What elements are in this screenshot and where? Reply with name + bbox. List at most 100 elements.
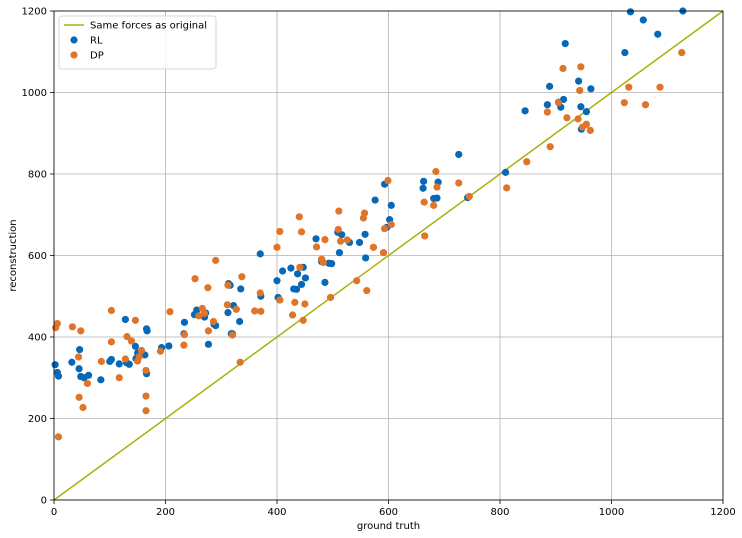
data-point-rl xyxy=(455,150,463,159)
data-point-dp xyxy=(115,374,123,382)
data-point-dp xyxy=(77,327,85,335)
data-point-dp xyxy=(224,281,232,289)
data-point-dp xyxy=(336,237,345,245)
data-point-dp xyxy=(107,306,116,315)
data-point-dp xyxy=(191,275,199,283)
data-point-dp xyxy=(238,273,246,281)
data-point-rl xyxy=(546,82,554,90)
data-point-dp xyxy=(420,198,428,206)
data-point-dp xyxy=(127,337,136,345)
x-axis-label: ground truth xyxy=(357,521,420,532)
data-point-dp xyxy=(577,63,585,71)
data-point-rl xyxy=(575,77,583,85)
data-point-rl xyxy=(654,30,662,38)
data-point-dp xyxy=(554,99,563,107)
data-point-rl xyxy=(256,250,264,258)
x-tick-label: 200 xyxy=(156,507,175,518)
data-point-dp xyxy=(251,307,259,315)
data-point-dp xyxy=(656,83,664,91)
data-point-dp xyxy=(123,332,131,341)
data-point-dp xyxy=(379,249,388,257)
data-point-dp xyxy=(83,379,92,388)
y-tick-label: 400 xyxy=(28,333,47,344)
y-tick-label: 0 xyxy=(41,496,47,507)
data-point-rl xyxy=(193,306,201,314)
data-point-rl xyxy=(577,103,585,111)
data-point-dp xyxy=(296,263,304,271)
data-point-dp xyxy=(204,284,212,292)
data-point-dp xyxy=(582,120,591,128)
data-point-dp xyxy=(543,108,551,116)
legend-entry-reference: Same forces as original xyxy=(90,21,207,32)
legend-dp-swatch xyxy=(70,51,78,59)
data-point-dp xyxy=(334,225,342,234)
y-tick-label: 1200 xyxy=(22,7,47,18)
data-point-dp xyxy=(301,300,309,308)
data-point-rl xyxy=(224,308,232,317)
data-point-dp xyxy=(228,331,236,339)
data-point-dp xyxy=(97,357,105,366)
data-point-dp xyxy=(576,86,584,95)
data-point-dp xyxy=(574,115,582,123)
data-point-dp xyxy=(503,184,511,192)
y-axis-label: reconstruction xyxy=(8,219,19,291)
data-point-dp xyxy=(209,317,218,326)
data-point-dp xyxy=(135,352,143,361)
data-point-rl xyxy=(287,264,295,272)
data-point-dp xyxy=(563,114,571,122)
data-point-dp xyxy=(273,243,281,251)
data-point-dp xyxy=(678,48,686,57)
legend: Same forces as original RL DP xyxy=(58,15,217,70)
data-point-rl xyxy=(180,318,189,326)
data-point-dp xyxy=(363,286,371,295)
data-point-rl xyxy=(521,107,529,115)
data-point-dp xyxy=(546,143,554,151)
y-tick-label: 200 xyxy=(28,414,47,425)
data-point-rl xyxy=(97,376,105,384)
data-point-dp xyxy=(142,366,150,375)
data-point-dp xyxy=(455,179,463,187)
axis-ticks: 0 200 400 600 800 1000 1200 0 200 400 600 800 1000 12… xyxy=(22,7,736,519)
data-point-dp xyxy=(430,201,438,209)
data-point-dp xyxy=(200,309,209,317)
data-point-rl xyxy=(165,342,173,350)
data-point-rl xyxy=(335,249,344,257)
data-point-dp xyxy=(625,83,633,91)
data-point-rl xyxy=(292,285,301,293)
data-point-rl xyxy=(639,16,647,24)
data-point-dp xyxy=(289,311,297,319)
data-point-dp xyxy=(79,403,87,412)
data-point-rl xyxy=(76,346,84,354)
data-point-rl xyxy=(75,365,83,373)
data-point-dp xyxy=(142,392,150,400)
legend-box xyxy=(58,15,217,70)
data-point-dp xyxy=(256,289,264,297)
legend-entry-dp: DP xyxy=(90,51,104,62)
data-point-rl xyxy=(561,40,569,48)
data-point-rl xyxy=(355,238,364,247)
data-point-rl xyxy=(237,285,245,293)
legend-rl-swatch xyxy=(70,36,78,44)
data-point-dp xyxy=(380,225,389,233)
data-point-dp xyxy=(326,293,335,302)
data-point-rl xyxy=(433,194,441,202)
data-point-dp xyxy=(236,358,244,366)
data-point-dp xyxy=(432,167,440,176)
data-point-rl xyxy=(278,267,287,275)
data-point-rl xyxy=(321,278,329,286)
data-point-dp xyxy=(180,341,188,349)
x-tick-label: 600 xyxy=(379,507,398,518)
data-point-rl xyxy=(54,372,63,380)
data-point-dp xyxy=(75,393,83,401)
x-tick-label: 800 xyxy=(490,507,509,518)
data-point-dp xyxy=(321,236,329,244)
y-tick-label: 1000 xyxy=(22,88,47,99)
data-point-rl xyxy=(362,254,370,262)
data-point-dp xyxy=(523,158,531,166)
data-point-dp xyxy=(620,99,628,107)
data-point-rl xyxy=(131,342,139,350)
data-point-dp xyxy=(319,258,327,267)
data-point-rl xyxy=(543,101,551,109)
data-point-dp xyxy=(343,236,351,244)
